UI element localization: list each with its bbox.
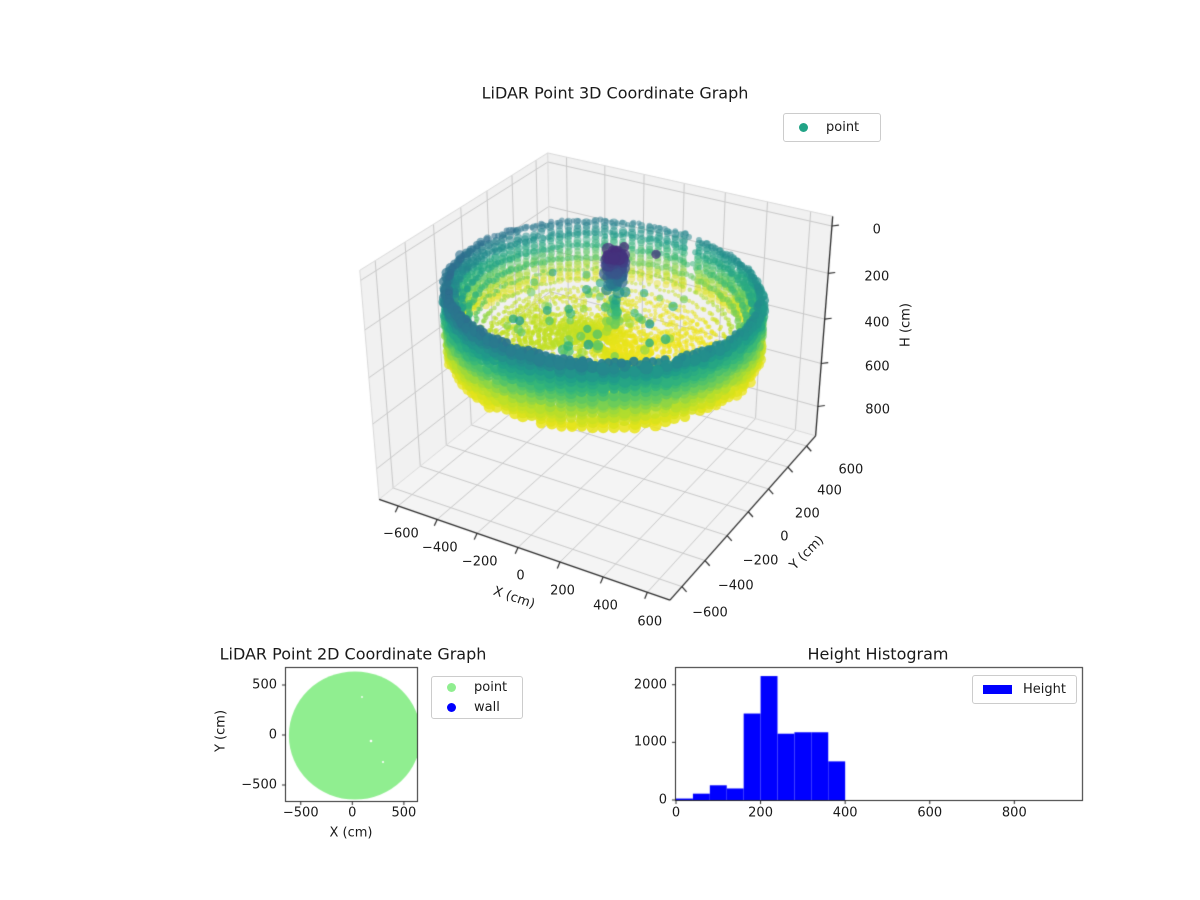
legend-label-height: Height xyxy=(1023,682,1066,697)
legend-row-point: point xyxy=(784,119,880,136)
histogram-xtick-label: 800 xyxy=(1001,805,1027,821)
scatter3d-xtick-label: 600 xyxy=(637,614,663,630)
legend-label-point: point xyxy=(474,680,508,696)
histogram-title: Height Histogram xyxy=(807,644,949,664)
scatter3d-ytick-label: −400 xyxy=(717,578,754,594)
legend-label-wall: wall xyxy=(474,699,500,715)
height-swatch-icon xyxy=(983,685,1012,694)
legend-label-point: point xyxy=(826,120,860,135)
histogram-legend: Height xyxy=(972,675,1077,704)
scatter2d-xtick-label: 0 xyxy=(348,805,357,821)
point-marker-icon xyxy=(447,683,456,693)
scatter3d-ytick-label: −600 xyxy=(692,605,728,621)
scatter2d-xtick-label: −500 xyxy=(282,805,319,821)
histogram-xtick-label: 400 xyxy=(832,805,858,821)
scatter3d-htick-label: 200 xyxy=(864,269,890,285)
scatter2d-ylabel: Y (cm) xyxy=(213,709,229,753)
histogram-xtick-label: 200 xyxy=(748,805,773,821)
scatter2d-ytick-label: 0 xyxy=(268,727,277,743)
scatter2d-ytick-label: −500 xyxy=(241,777,277,793)
histogram-ytick-label: 2000 xyxy=(633,677,667,693)
scatter3d-xtick-label: 200 xyxy=(550,583,575,599)
scatter2d-title: LiDAR Point 2D Coordinate Graph xyxy=(219,644,487,664)
legend-row-wall: wall xyxy=(432,699,522,716)
scatter3d-htick-label: 600 xyxy=(864,359,890,375)
scatter2d-ytick-label: 500 xyxy=(252,677,277,693)
scatter2d-xtick-label: 500 xyxy=(391,805,417,821)
scatter3d-ytick-label: 400 xyxy=(817,483,842,499)
legend-row-point: point xyxy=(432,679,522,696)
scatter3d-xtick-label: −600 xyxy=(383,526,419,542)
wall-marker-icon xyxy=(447,702,456,712)
histogram-ytick-label: 0 xyxy=(658,792,667,808)
legend-row-height: Height xyxy=(973,681,1076,698)
scatter3d-xtick-label: 0 xyxy=(516,568,525,584)
scatter3d-ytick-label: 200 xyxy=(794,506,820,522)
scatter3d-xtick-label: 400 xyxy=(593,598,618,614)
scatter3d-title: LiDAR Point 3D Coordinate Graph xyxy=(481,83,749,103)
point-marker-icon xyxy=(799,123,808,132)
scatter3d-htick-label: 0 xyxy=(872,222,881,238)
histogram-xtick-label: 600 xyxy=(917,805,943,821)
scatter2d-xlabel: X (cm) xyxy=(329,825,373,841)
scatter3d-legend: point xyxy=(783,113,881,142)
scatter3d-htick-label: 800 xyxy=(865,402,891,418)
scatter2d-legend: point wall xyxy=(431,676,523,719)
scatter3d-ytick-label: −200 xyxy=(742,553,779,569)
scatter3d-xtick-label: −200 xyxy=(461,554,498,570)
histogram-xtick-label: 0 xyxy=(671,805,681,821)
scatter3d-xtick-label: −400 xyxy=(421,540,458,556)
scatter3d-htick-label: 400 xyxy=(864,315,890,331)
scatter3d-ytick-label: 0 xyxy=(780,529,789,545)
histogram-ytick-label: 1000 xyxy=(633,734,667,750)
scatter3d-hlabel: H (cm) xyxy=(898,303,914,347)
scatter3d-ytick-label: 600 xyxy=(838,462,864,478)
